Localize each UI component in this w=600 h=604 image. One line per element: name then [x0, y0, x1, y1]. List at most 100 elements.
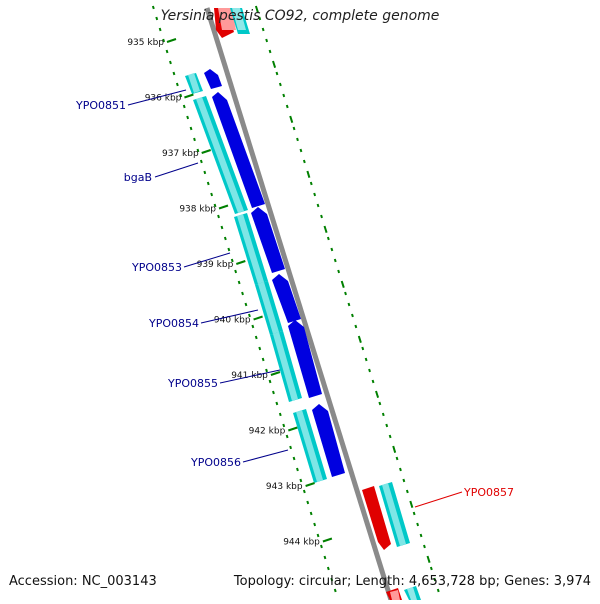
ring-dot: [419, 533, 423, 538]
ring-dot: [402, 478, 406, 483]
ring-dot: [285, 434, 289, 439]
ring-dot: [323, 555, 327, 560]
cds-arrow-YPO0857: [362, 486, 391, 550]
ring-dot: [289, 115, 294, 123]
gene-label-YPO0853[interactable]: YPO0853: [131, 261, 182, 274]
ring-dot: [351, 313, 354, 318]
gene-label-YPO0854[interactable]: YPO0854: [148, 317, 199, 330]
ring-dot: [333, 588, 337, 593]
leader-line-YPO0855: [219, 369, 281, 384]
ring-dot: [172, 71, 176, 76]
gene-labels: YPO0851 bgaB YPO0853 YPO0854 YPO0855 YPO…: [75, 89, 514, 508]
ring-dot: [220, 225, 224, 230]
cds-arrow-YPO0853: [251, 207, 285, 273]
ring-dot: [299, 148, 303, 153]
ring-dot: [313, 192, 317, 197]
ring-dot: [409, 500, 414, 508]
ring-dot: [165, 49, 169, 54]
scale-tick-mark: [322, 537, 333, 543]
gene-bar-YPO0853-light: [237, 214, 264, 284]
scale-tick: 944 kbp: [283, 537, 333, 548]
ring-dot: [234, 269, 238, 274]
genome-backbone: [204, 7, 394, 601]
ring-dot: [265, 38, 269, 43]
scale-tick-label: 935 kbp: [127, 38, 164, 48]
ring-dot: [210, 192, 214, 197]
gene-label-YPO0856[interactable]: YPO0856: [190, 456, 241, 469]
cds-arrow-YPO0855: [288, 320, 322, 398]
ring-dot: [354, 324, 358, 329]
ring-dot: [186, 115, 190, 120]
scale-tick: 942 kbp: [249, 427, 298, 437]
scale-tick-label: 938 kbp: [179, 205, 216, 215]
scale-tick: 937 kbp: [162, 149, 212, 159]
ring-dot: [268, 379, 272, 384]
ring-dot: [395, 456, 399, 461]
ring-dot: [306, 500, 310, 505]
ring-dot: [223, 236, 227, 241]
ring-dot: [357, 335, 362, 343]
ring-dot: [302, 159, 306, 164]
gene-label-YPO0851[interactable]: YPO0851: [75, 99, 126, 112]
gene-bar-bgaB-light: [196, 97, 244, 213]
scale-tick-label: 937 kbp: [162, 149, 199, 159]
ring-dot: [258, 346, 262, 351]
ring-dot: [423, 544, 426, 549]
ring-dot: [213, 203, 217, 208]
cds-arrow-YPO0854: [272, 274, 301, 323]
gene-label-YPO0857[interactable]: YPO0857: [463, 486, 514, 499]
ring-dot: [282, 423, 286, 428]
ring-dot: [337, 269, 341, 274]
scale-tick-label: 941 kbp: [231, 371, 268, 381]
gene-bar-YPO0856-light: [296, 410, 323, 482]
ring-dot: [196, 148, 200, 153]
ring-dot: [306, 170, 311, 178]
ring-dot: [265, 368, 268, 373]
scale-tick: 940 kbp: [214, 316, 263, 326]
leader-line-YPO0854: [200, 309, 259, 324]
ring-dot: [364, 357, 368, 362]
ring-dot: [162, 38, 166, 43]
ring-dot: [426, 555, 431, 563]
ring-dot: [375, 390, 380, 398]
gene-bar-YPO0854-light: [258, 282, 279, 334]
ring-dot: [330, 247, 334, 252]
partial-reverse-gene-top: [218, 8, 236, 30]
ring-dot: [309, 511, 313, 516]
scale-tick-label: 939 kbp: [197, 260, 234, 270]
ring-dot: [326, 566, 330, 571]
gene-label-bgaB[interactable]: bgaB: [124, 171, 152, 184]
ring-dot: [347, 302, 351, 307]
leader-line-YPO0851: [127, 89, 187, 106]
ring-dot: [378, 401, 382, 406]
cds-arrow-YPO0851: [204, 69, 222, 89]
scale-tick-label: 940 kbp: [214, 316, 251, 326]
leader-line-YPO0853: [183, 252, 231, 268]
ring-dot: [261, 27, 265, 32]
scale-tick: 936 kbp: [145, 94, 194, 104]
ring-dot: [323, 225, 328, 233]
scale-tick: 938 kbp: [179, 204, 229, 215]
cds-arrow-YPO0856: [312, 404, 345, 477]
gene-label-YPO0855[interactable]: YPO0855: [167, 377, 218, 390]
cds-arrow-bgaB: [212, 92, 265, 208]
ring-dot: [179, 93, 183, 98]
ring-dot: [368, 368, 371, 373]
ring-dot: [237, 280, 241, 285]
ring-dot: [296, 467, 299, 472]
ring-dot: [203, 170, 207, 175]
partial-reverse-gene-bottom: [390, 590, 400, 600]
ring-dot: [392, 445, 397, 453]
scale-tick-mark: [218, 204, 229, 210]
ring-dot: [227, 247, 231, 252]
ring-dot: [405, 489, 409, 494]
ring-dot: [254, 335, 258, 340]
ring-dot: [292, 126, 296, 131]
ring-dot: [320, 544, 323, 549]
ring-dot: [433, 577, 437, 582]
ring-dot: [182, 104, 186, 109]
ring-dot: [302, 489, 306, 494]
ring-dot: [292, 456, 296, 461]
